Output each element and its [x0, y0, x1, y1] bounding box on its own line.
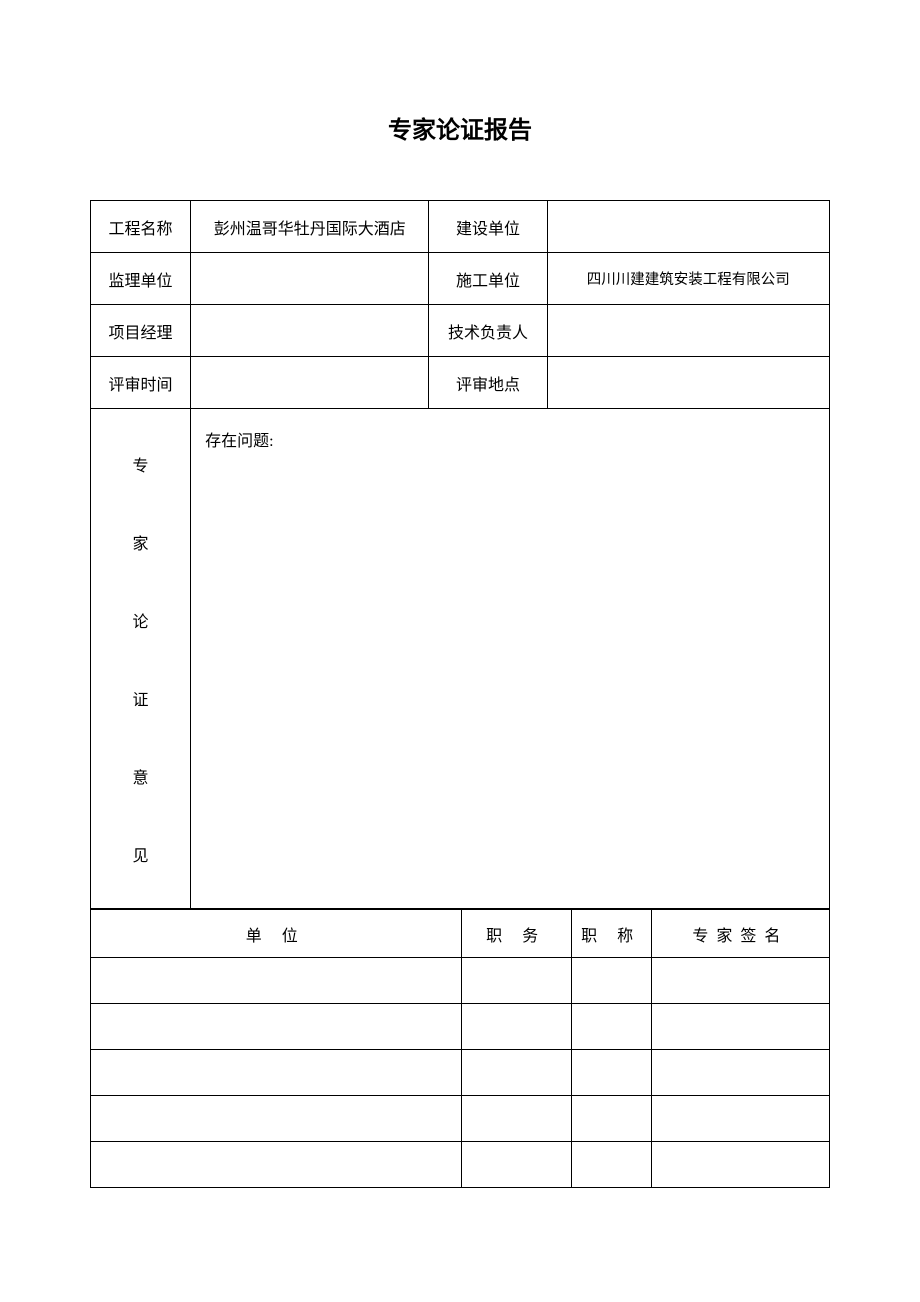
sig-signature — [651, 1050, 829, 1096]
label-review-time: 评审时间 — [91, 357, 191, 409]
header-signature: 专家签名 — [651, 910, 829, 958]
sig-position — [461, 1096, 571, 1142]
row-manager: 项目经理 技术负责人 — [91, 305, 830, 357]
opinion-char: 证 — [133, 686, 149, 710]
document-title: 专家论证报告 — [90, 110, 830, 145]
sig-signature — [651, 1004, 829, 1050]
value-construction-unit — [547, 201, 829, 253]
label-project-name: 工程名称 — [91, 201, 191, 253]
signature-row — [91, 1096, 830, 1142]
label-expert-opinion: 专 家 论 证 意 见 — [91, 409, 191, 909]
signature-table: 单 位 职 务 职 称 专家签名 — [90, 909, 830, 1188]
sig-title — [571, 1050, 651, 1096]
opinion-char: 见 — [133, 842, 149, 866]
value-project-name: 彭州温哥华牡丹国际大酒店 — [191, 201, 429, 253]
value-review-time — [191, 357, 429, 409]
report-table: 工程名称 彭州温哥华牡丹国际大酒店 建设单位 监理单位 施工单位 四川川建建筑安… — [90, 200, 830, 909]
opinion-char: 论 — [133, 608, 149, 632]
header-unit: 单 位 — [91, 910, 462, 958]
label-tech-lead: 技术负责人 — [429, 305, 547, 357]
sig-position — [461, 1004, 571, 1050]
sig-unit — [91, 1004, 462, 1050]
opinion-char: 家 — [133, 530, 149, 554]
opinion-content: 存在问题: — [191, 409, 830, 909]
sig-signature — [651, 1142, 829, 1188]
signature-row — [91, 1142, 830, 1188]
sig-unit — [91, 1142, 462, 1188]
signature-row — [91, 1004, 830, 1050]
label-review-location: 评审地点 — [429, 357, 547, 409]
sig-unit — [91, 1096, 462, 1142]
value-project-manager — [191, 305, 429, 357]
row-project-name: 工程名称 彭州温哥华牡丹国际大酒店 建设单位 — [91, 201, 830, 253]
sig-title — [571, 958, 651, 1004]
header-position: 职 务 — [461, 910, 571, 958]
signature-row — [91, 1050, 830, 1096]
header-title: 职 称 — [571, 910, 651, 958]
sig-position — [461, 1142, 571, 1188]
sig-title — [571, 1142, 651, 1188]
value-supervision-unit — [191, 253, 429, 305]
opinion-heading: 存在问题: — [205, 433, 273, 450]
label-construction-unit: 建设单位 — [429, 201, 547, 253]
sig-unit — [91, 958, 462, 1004]
value-contractor-unit: 四川川建建筑安装工程有限公司 — [547, 253, 829, 305]
sig-signature — [651, 958, 829, 1004]
label-contractor-unit: 施工单位 — [429, 253, 547, 305]
sig-signature — [651, 1096, 829, 1142]
sig-unit — [91, 1050, 462, 1096]
sig-title — [571, 1004, 651, 1050]
sig-position — [461, 1050, 571, 1096]
sig-title — [571, 1096, 651, 1142]
value-tech-lead — [547, 305, 829, 357]
label-supervision-unit: 监理单位 — [91, 253, 191, 305]
signature-header-row: 单 位 职 务 职 称 专家签名 — [91, 910, 830, 958]
label-project-manager: 项目经理 — [91, 305, 191, 357]
row-review: 评审时间 评审地点 — [91, 357, 830, 409]
row-opinion: 专 家 论 证 意 见 存在问题: — [91, 409, 830, 909]
sig-position — [461, 958, 571, 1004]
opinion-char: 意 — [133, 764, 149, 788]
signature-row — [91, 958, 830, 1004]
row-supervision: 监理单位 施工单位 四川川建建筑安装工程有限公司 — [91, 253, 830, 305]
opinion-char: 专 — [133, 452, 149, 476]
value-review-location — [547, 357, 829, 409]
vertical-label-text: 专 家 论 证 意 见 — [91, 409, 190, 908]
